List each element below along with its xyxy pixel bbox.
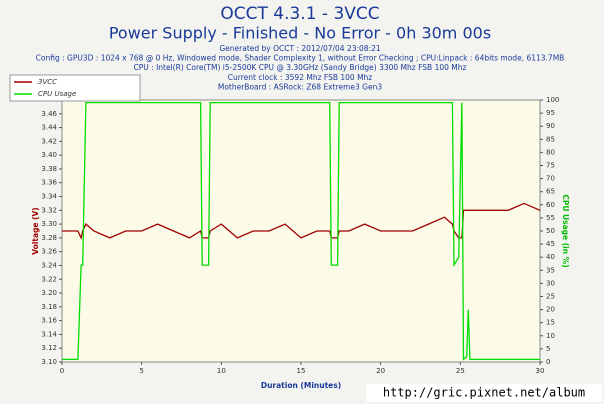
y-tick-label: 3.30 (41, 220, 57, 228)
y2-tick-label: 75 (546, 162, 555, 170)
info-line: MotherBoard : ASRock: Z68 Extreme3 Gen3 (218, 82, 382, 91)
y-tick-label: 3.36 (41, 179, 57, 187)
y2-tick-label: 50 (546, 227, 555, 235)
y2-tick-label: 60 (546, 201, 555, 209)
y2-tick-label: 100 (546, 96, 559, 104)
y-tick-label: 3.18 (41, 303, 57, 311)
y-tick-label: 3.28 (41, 234, 57, 242)
x-tick-label: 15 (297, 367, 306, 375)
info-line: Current clock : 3592 Mhz FSB 100 Mhz (228, 73, 373, 82)
x-tick-label: 20 (376, 367, 385, 375)
y-tick-label: 3.22 (41, 275, 57, 283)
x-tick-label: 5 (139, 367, 143, 375)
y2-axis-label: CPU Usage (in %) (561, 194, 570, 267)
x-tick-label: 30 (536, 367, 545, 375)
info-line: Generated by OCCT : 2012/07/04 23:08:21 (219, 44, 381, 53)
chart-title: OCCT 4.3.1 - 3VCC (220, 4, 379, 24)
y2-tick-label: 0 (546, 358, 550, 366)
chart-subtitle: Power Supply - Finished - No Error - 0h … (109, 24, 491, 43)
x-tick-label: 0 (60, 367, 64, 375)
legend-label: 3VCC (38, 78, 57, 86)
y2-tick-label: 35 (546, 266, 555, 274)
info-line: Config : GPU3D : 1024 x 768 @ 0 Hz, Wind… (36, 54, 565, 63)
y-tick-label: 3.20 (41, 289, 57, 297)
y2-tick-label: 55 (546, 214, 555, 222)
watermark: http://gric.pixnet.net/album (383, 386, 585, 400)
y-tick-label: 3.24 (41, 261, 57, 269)
y-tick-label: 3.14 (41, 330, 57, 338)
y-tick-label: 3.12 (41, 344, 57, 352)
legend (9, 74, 141, 102)
y2-tick-label: 5 (546, 345, 550, 353)
x-tick-label: 25 (456, 367, 465, 375)
y2-tick-label: 40 (546, 253, 555, 261)
y2-tick-label: 70 (546, 175, 555, 183)
info-line: CPU : Intel(R) Core(TM) i5-2500K CPU @ 3… (134, 63, 467, 72)
y2-tick-label: 65 (546, 188, 555, 196)
y2-tick-label: 45 (546, 240, 555, 248)
y-tick-label: 3.16 (41, 317, 57, 325)
y-tick-label: 3.40 (41, 151, 57, 159)
y2-tick-label: 90 (546, 122, 555, 130)
legend-label: CPU Usage (38, 90, 76, 98)
series-line (62, 101, 540, 361)
y2-tick-label: 80 (546, 148, 555, 156)
y-tick-label: 3.10 (41, 358, 57, 366)
y-axis-label: Voltage (V) (31, 207, 40, 255)
y-tick-label: 3.32 (41, 206, 57, 214)
x-tick-label: 10 (217, 367, 226, 375)
y-tick-label: 3.46 (41, 110, 57, 118)
x-axis-label: Duration (Minutes) (261, 381, 341, 390)
y2-tick-label: 25 (546, 293, 555, 301)
y-tick-label: 3.34 (41, 193, 57, 201)
y2-tick-label: 30 (546, 279, 555, 287)
y-tick-label: 3.26 (41, 248, 57, 256)
y2-tick-label: 20 (546, 306, 555, 314)
y-tick-label: 3.38 (41, 165, 57, 173)
y2-tick-label: 85 (546, 135, 555, 143)
watermark-box (366, 384, 602, 402)
y-tick-label: 3.42 (41, 137, 57, 145)
y2-tick-label: 95 (546, 109, 555, 117)
y2-tick-label: 10 (546, 332, 555, 340)
y-tick-label: 3.44 (41, 124, 57, 132)
y2-tick-label: 15 (546, 319, 555, 327)
